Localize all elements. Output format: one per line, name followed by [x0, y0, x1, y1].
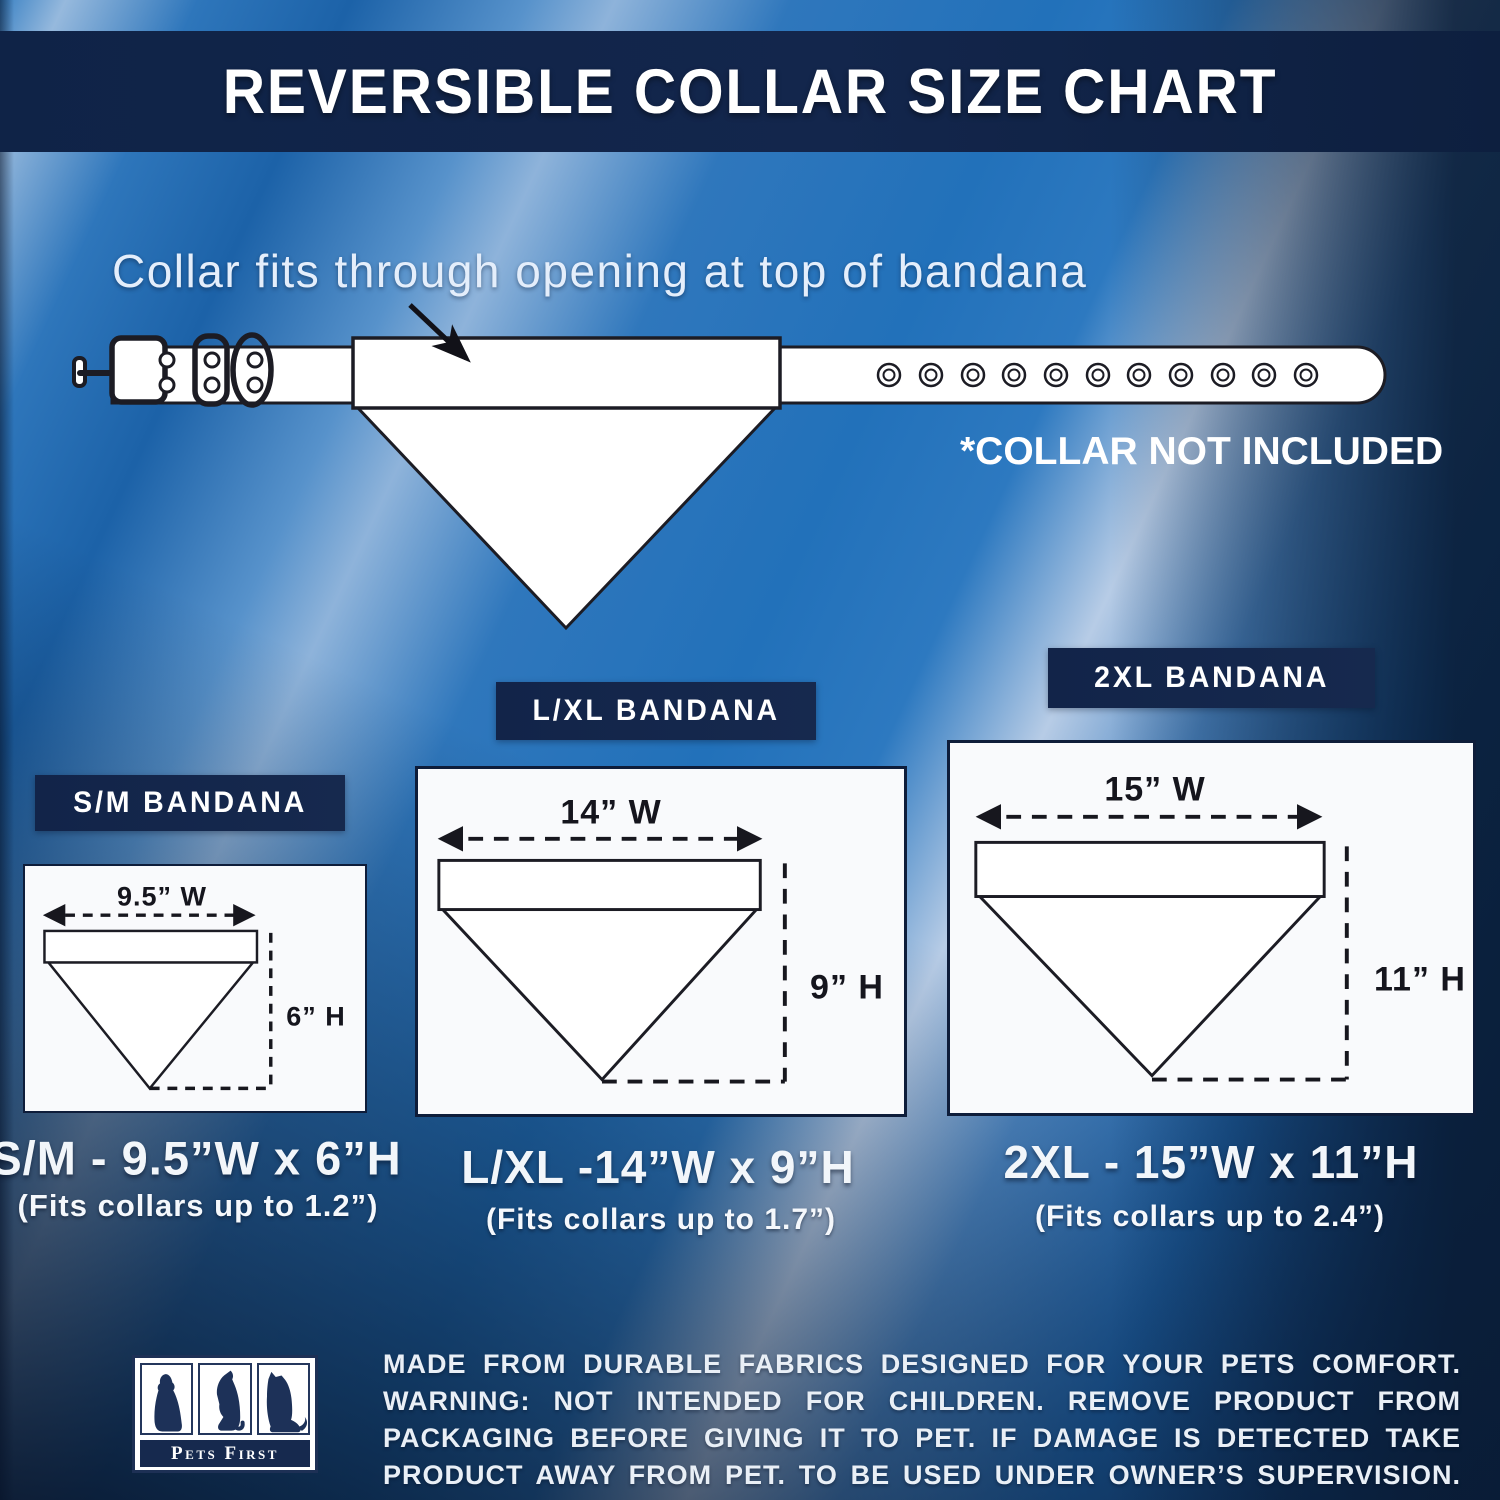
bandana-triangle-outline: [976, 895, 1324, 1078]
bandana-sleeve: [351, 336, 782, 410]
width-dimension-label-lxl: 14” W: [560, 793, 662, 832]
width-dimension-label-2xl: 15” W: [1104, 770, 1206, 809]
disclaimer-line-1: MADE FROM DURABLE FABRICS DESIGNED FOR Y…: [383, 1349, 1461, 1379]
disclaimer-line-3: PACKAGING BEFORE GIVING IT TO PET. IF DA…: [383, 1423, 1461, 1453]
bandana-band-outline: [437, 858, 762, 912]
size-label-banner-sm: S/M BANDANA: [35, 775, 345, 831]
collar-note: *COLLAR NOT INCLUDED: [960, 430, 1444, 473]
bandana-triangle-outline: [439, 908, 760, 1082]
diagram-box-sm: 9.5” W 6” H: [23, 864, 367, 1113]
bandana-band-outline: [43, 929, 259, 964]
fit-note-lxl: (Fits collars up to 1.7”): [485, 1203, 837, 1236]
collar-dring: [230, 332, 274, 408]
size-label-banner-lxl: L/XL BANDANA: [496, 682, 816, 740]
diagram-box-lxl: 14” W 9” H: [415, 766, 907, 1117]
title-banner: REVERSIBLE COLLAR SIZE CHART: [0, 31, 1500, 152]
collar-eyelets: [876, 362, 1319, 388]
bandana-band-outline: [974, 840, 1326, 898]
height-dimension-label-lxl: 9” H: [810, 968, 884, 1007]
collar-buckle-icon: [72, 332, 274, 408]
brand-name: Pets First: [171, 1442, 279, 1464]
height-dimension-label-sm: 6” H: [286, 1001, 346, 1032]
collar-caption: Collar fits through opening at top of ba…: [112, 245, 1088, 297]
fit-note-2xl: (Fits collars up to 2.4”): [1034, 1200, 1386, 1233]
fit-note-sm: (Fits collars up to 1.2”): [17, 1188, 379, 1223]
bandana-diagram-sm: [42, 904, 273, 1091]
logo-dog-panels: [140, 1363, 310, 1435]
bandana-triangle: [354, 406, 779, 631]
disclaimer-text: MADE FROM DURABLE FABRICS DESIGNED FOR Y…: [383, 1346, 1461, 1494]
collar-keeper: [192, 333, 230, 407]
bandana-diagram-lxl: [437, 826, 787, 1084]
pointer-arrow-icon: [408, 303, 471, 363]
collar-holes: [158, 351, 264, 394]
logo-dog-icon-1: [140, 1363, 194, 1435]
size-label-2xl: 2XL BANDANA: [1093, 661, 1330, 694]
size-caption-sm: S/M - 9.5”W x 6”H: [0, 1131, 402, 1185]
bandana-diagram-2xl: [974, 804, 1349, 1082]
diagram-box-2xl: 15” W 11” H: [947, 740, 1476, 1116]
logo-dog-icon-3: [256, 1363, 310, 1435]
height-dimension-label-2xl: 11” H: [1374, 960, 1466, 999]
disclaimer-line-2: WARNING: NOT INTENDED FOR CHILDREN. REMO…: [383, 1386, 1461, 1416]
width-dimension-label-sm: 9.5” W: [116, 881, 208, 912]
size-label-sm: S/M BANDANA: [72, 786, 307, 819]
page-title: REVERSIBLE COLLAR SIZE CHART: [222, 56, 1278, 127]
size-caption-lxl: L/XL -14”W x 9”H: [461, 1141, 855, 1193]
size-caption-2xl: 2XL - 15”W x 11”H: [1003, 1136, 1419, 1188]
logo-dog-icon-2: [198, 1363, 252, 1435]
bandana-triangle-outline: [45, 961, 256, 1091]
size-label-banner-2xl: 2XL BANDANA: [1048, 648, 1375, 708]
size-label-lxl: L/XL BANDANA: [532, 694, 780, 727]
brand-logo: Pets First: [132, 1355, 318, 1473]
disclaimer-line-4: PRODUCT AWAY FROM PET. TO BE USED UNDER …: [383, 1460, 1461, 1490]
brand-name-bar: Pets First: [140, 1440, 310, 1467]
collar-strap: [110, 345, 1387, 405]
